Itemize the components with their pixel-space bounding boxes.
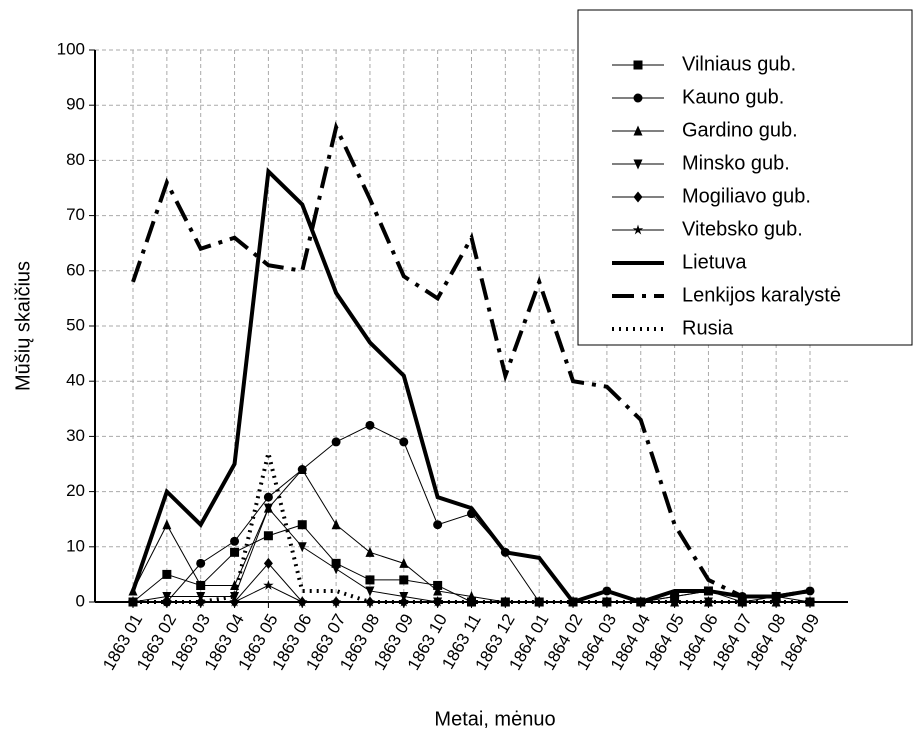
legend-label: Minsko gub. <box>682 152 790 174</box>
marker <box>633 191 643 203</box>
marker <box>162 519 172 530</box>
marker <box>669 596 680 607</box>
y-tick-label: 50 <box>66 315 85 334</box>
marker <box>433 580 443 590</box>
y-axis-label: Mūšių skaičius <box>12 261 34 391</box>
marker <box>263 492 273 502</box>
marker <box>433 520 443 530</box>
marker <box>297 596 308 607</box>
marker <box>230 547 240 557</box>
marker <box>230 579 240 590</box>
legend-label: Vilniaus gub. <box>682 53 796 75</box>
marker <box>196 579 206 590</box>
series-line <box>131 121 811 599</box>
marker <box>601 596 613 607</box>
marker <box>399 575 409 585</box>
legend-label: Lietuva <box>682 251 747 273</box>
marker <box>161 596 173 607</box>
y-tick-label: 0 <box>76 591 85 610</box>
legend-label: Lenkijos karalystė <box>682 284 841 306</box>
marker <box>365 586 375 597</box>
y-tick-label: 80 <box>66 150 85 169</box>
x-axis-label: Metai, mėnuo <box>434 708 555 730</box>
marker <box>432 596 443 607</box>
marker <box>331 558 341 568</box>
marker <box>365 546 375 557</box>
marker <box>263 557 273 569</box>
marker <box>433 585 443 596</box>
marker <box>263 531 273 541</box>
marker <box>263 503 273 514</box>
marker <box>633 125 643 136</box>
marker <box>804 596 816 607</box>
marker <box>633 159 643 170</box>
marker <box>399 437 409 447</box>
legend-label: Vitebsko gub. <box>682 218 803 240</box>
marker <box>263 579 274 590</box>
y-tick-label: 60 <box>66 260 85 279</box>
marker <box>196 558 206 568</box>
marker <box>633 60 643 70</box>
marker <box>195 596 206 607</box>
y-tick-label: 10 <box>66 536 85 555</box>
marker <box>297 520 307 530</box>
y-tick-label: 40 <box>66 371 85 390</box>
marker <box>297 464 307 475</box>
legend-label: Gardino gub. <box>682 119 798 141</box>
marker <box>365 420 375 430</box>
marker <box>330 596 342 607</box>
y-tick-label: 100 <box>57 39 85 58</box>
legend-label: Mogiliavo gub. <box>682 185 811 207</box>
y-tick-label: 70 <box>66 205 85 224</box>
marker <box>632 224 644 235</box>
y-tick-label: 90 <box>66 95 85 114</box>
marker <box>229 596 240 607</box>
marker <box>365 575 375 585</box>
y-tick-label: 30 <box>66 426 85 445</box>
marker <box>331 437 341 447</box>
legend-label: Kauno gub. <box>682 86 784 108</box>
marker <box>770 596 782 607</box>
series-line <box>131 167 811 605</box>
marker <box>297 542 307 553</box>
marker <box>466 596 477 607</box>
marker <box>331 564 341 575</box>
marker <box>399 557 409 568</box>
marker <box>398 596 410 607</box>
legend-label: Rusia <box>682 317 734 339</box>
marker <box>162 569 172 579</box>
marker <box>364 596 376 607</box>
marker <box>230 536 240 546</box>
marker <box>633 93 643 103</box>
marker <box>331 519 341 530</box>
legend: Vilniaus gub. Kauno gub. Gardino gub. Minsk… <box>577 9 913 346</box>
y-tick-label: 20 <box>66 481 85 500</box>
